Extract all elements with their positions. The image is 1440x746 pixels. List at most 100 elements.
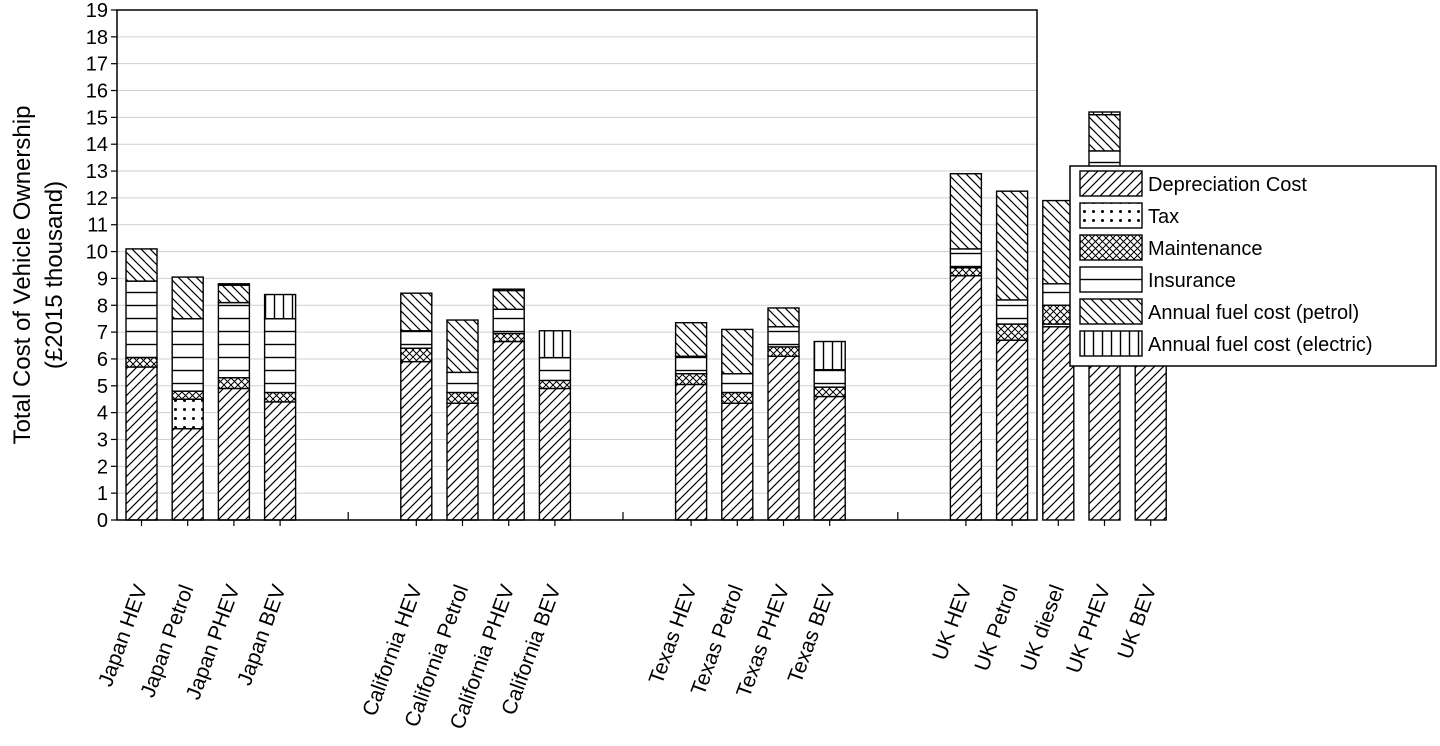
bar-segment [492, 289, 525, 310]
bar-segment [492, 308, 525, 335]
legend-swatch [1079, 330, 1143, 357]
legend-swatch [1079, 202, 1143, 229]
y-axis-title-line1: Total Cost of Vehicle Ownership [9, 106, 36, 445]
x-tick-label: UK HEV [928, 582, 976, 663]
bar-segment [674, 322, 708, 357]
y-tick-label: 14 [86, 134, 108, 156]
bar-segment [813, 340, 846, 371]
y-tick-label: 19 [86, 0, 108, 22]
bar-segment [813, 368, 846, 388]
y-tick-label: 15 [86, 107, 108, 129]
bar-segment [217, 283, 251, 286]
legend-swatch [1079, 266, 1143, 293]
gridlines [117, 36, 1037, 494]
legend-swatch [1079, 170, 1143, 197]
bar-stack [171, 276, 204, 521]
x-tick-label: UK BEV [1113, 582, 1161, 662]
legend-label: Maintenance [1148, 238, 1263, 260]
bar-segment [949, 173, 983, 250]
y-tick-label: 12 [86, 188, 108, 210]
bar-segment [263, 401, 297, 521]
bar-segment [949, 248, 983, 269]
bar-segment [995, 190, 1029, 301]
bar-stack [1042, 199, 1075, 521]
bar-segment [721, 373, 754, 394]
bar-segment [995, 299, 1029, 325]
bar-segment [813, 386, 846, 398]
bar-segment [263, 293, 297, 320]
bar-segment [171, 390, 204, 400]
bar-segment [171, 428, 204, 521]
y-tick-label: 11 [87, 215, 108, 237]
bar-stack [446, 319, 479, 521]
x-tick-label: UK diesel [1017, 582, 1069, 674]
bar-segment [674, 383, 708, 521]
bar-segment [767, 346, 800, 357]
bar-segment [1042, 199, 1075, 285]
bar-segment [767, 326, 800, 348]
bar-segment [538, 356, 572, 382]
y-tick-label: 16 [86, 81, 108, 103]
bar-segment [721, 402, 754, 521]
y-tick-label: 6 [97, 349, 108, 371]
y-tick-label: 7 [97, 322, 108, 344]
bar-segment [217, 377, 251, 390]
bar-segment [263, 391, 297, 403]
y-tick-label: 8 [97, 295, 108, 317]
y-tick-label: 4 [97, 403, 108, 425]
bar-segment [125, 248, 158, 282]
bar-segment [125, 280, 158, 359]
bar-stack [674, 322, 708, 521]
bar-segment [492, 288, 525, 292]
bar-stack [767, 307, 800, 521]
bar-segment [446, 371, 479, 394]
legend-label: Depreciation Cost [1148, 174, 1307, 196]
legend-label: Tax [1148, 206, 1179, 228]
bar-segment [446, 402, 479, 521]
bar-segment [446, 391, 479, 404]
bar-segment [949, 275, 983, 521]
y-tick-label: 10 [86, 242, 108, 264]
y-tick-label: 13 [86, 161, 108, 183]
legend-label: Insurance [1148, 270, 1236, 292]
bar-segment [949, 266, 983, 277]
y-tick-label: 0 [97, 510, 108, 532]
legend-label: Annual fuel cost (petrol) [1148, 302, 1359, 324]
bar-stack [538, 330, 572, 521]
bar-segment [1042, 326, 1075, 521]
bar-segment [263, 317, 297, 394]
bar-segment [813, 395, 846, 521]
bar-stack [813, 340, 846, 521]
bar-segment [538, 330, 572, 359]
bar-segment [721, 391, 754, 404]
bar-stack [400, 292, 433, 521]
bar-segment [217, 284, 251, 304]
x-tick-label: Texas BEV [784, 582, 841, 686]
bar-segment [721, 328, 754, 375]
x-tick-label: UK PHEV [1062, 582, 1115, 677]
bar-segment [400, 347, 433, 363]
y-tick-label: 18 [86, 27, 108, 49]
y-tick-label: 1 [97, 483, 108, 505]
bar-segment [171, 398, 204, 430]
bar-segment [171, 317, 204, 392]
bar-segment [446, 319, 479, 374]
bar-segment [767, 307, 800, 328]
bar-stack [995, 190, 1029, 521]
bar-segment [995, 339, 1029, 521]
bar-segment [400, 330, 433, 349]
legend: Depreciation Cost Tax Maintenance Insurance… [1069, 165, 1437, 367]
bars [125, 111, 1167, 521]
bar-segment [400, 292, 433, 332]
bar-segment [492, 332, 525, 343]
bar-segment [1088, 111, 1121, 116]
y-axis-title: Total Cost of Vehicle Ownership (£2015 t… [9, 106, 68, 445]
bar-segment [1042, 283, 1075, 306]
bar-segment [492, 340, 525, 521]
bar-stack [492, 288, 525, 521]
bar-segment [538, 379, 572, 390]
x-tick-label: Japan BEV [233, 582, 291, 689]
y-tick-label: 2 [97, 456, 108, 478]
